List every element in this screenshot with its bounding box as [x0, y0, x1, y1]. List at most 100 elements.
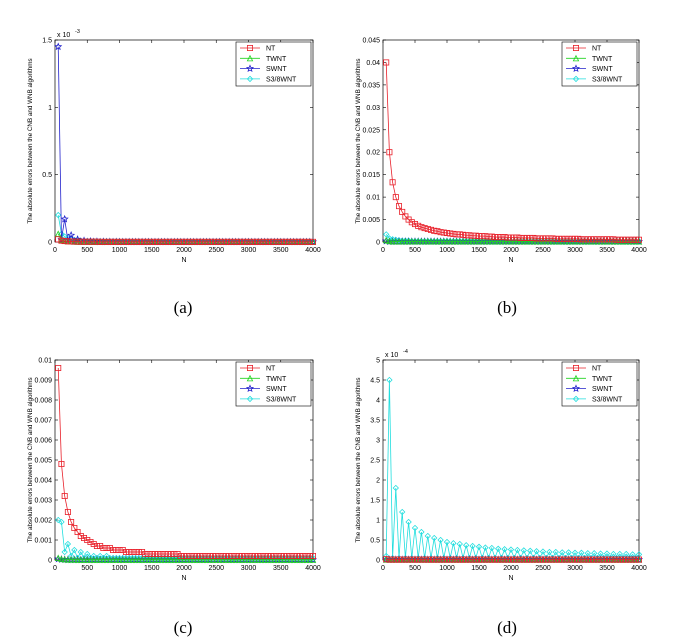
data-point [209, 556, 217, 563]
data-point [568, 235, 575, 242]
data-point [113, 556, 120, 563]
data-point [290, 238, 297, 245]
data-point [180, 238, 187, 245]
y-tick-label: 0.001 [34, 538, 52, 545]
data-point [309, 554, 317, 562]
data-point [245, 556, 252, 563]
data-point [485, 238, 492, 245]
data-point [216, 553, 223, 560]
data-point [386, 237, 393, 245]
data-point [629, 556, 636, 563]
data-point [613, 236, 620, 243]
data-point [453, 556, 460, 563]
data-point [103, 238, 110, 245]
data-point [604, 556, 611, 563]
data-point [475, 556, 482, 563]
data-point [190, 553, 197, 560]
data-point [139, 238, 146, 245]
data-point [565, 235, 572, 242]
data-point [200, 553, 207, 560]
data-point [148, 551, 155, 558]
data-point [161, 238, 168, 245]
data-point [504, 238, 512, 245]
data-point [530, 556, 537, 563]
data-point [498, 238, 505, 245]
data-point [119, 547, 126, 554]
data-point [418, 528, 425, 536]
data-point [482, 544, 489, 551]
data-point [581, 236, 588, 243]
legend-marker [246, 45, 253, 52]
data-point [300, 556, 307, 563]
data-point [475, 238, 483, 245]
data-point [443, 230, 450, 237]
data-point [604, 236, 611, 243]
data-point [418, 238, 425, 245]
data-point [177, 553, 184, 560]
data-point [64, 556, 72, 563]
legend-marker [573, 45, 580, 52]
data-point [591, 556, 598, 563]
data-point [421, 556, 428, 563]
data-point [219, 556, 226, 563]
y-tick-label: 0.045 [362, 38, 380, 45]
data-point [431, 227, 438, 234]
data-point [411, 238, 419, 245]
x-tick-label: 3000 [241, 247, 257, 254]
data-point [280, 556, 288, 563]
data-point [277, 556, 284, 563]
panel-d: 0 500 1000 1500 2000 2500 3000 3500 4000 0 0.5 1 1.5… [355, 349, 647, 582]
data-point [517, 556, 524, 563]
data-point [71, 546, 78, 554]
x-tick-label: 2500 [208, 247, 224, 254]
data-point [132, 238, 139, 245]
data-point [77, 533, 84, 540]
data-point [494, 238, 502, 245]
data-point [549, 235, 556, 242]
x-axis-label: N [181, 257, 186, 264]
data-point [588, 556, 595, 563]
data-point [261, 238, 268, 245]
x-tick-label: 2500 [535, 565, 551, 572]
data-point [80, 556, 88, 563]
data-point [116, 238, 123, 245]
data-point [158, 551, 165, 558]
data-point [225, 556, 233, 563]
data-point [90, 541, 97, 548]
x-tick-label: 3500 [273, 565, 289, 572]
data-point [126, 549, 133, 556]
data-point [450, 238, 457, 245]
y-tick-label: 0.005 [34, 458, 52, 465]
data-point [565, 556, 572, 563]
data-point [524, 556, 531, 563]
x-axis-label: N [508, 575, 513, 582]
data-point [459, 556, 466, 563]
data-point [158, 556, 165, 563]
data-point [443, 238, 451, 245]
data-point [520, 556, 527, 563]
data-point [306, 238, 313, 245]
data-point [258, 556, 265, 563]
data-point [264, 553, 271, 560]
data-point [411, 524, 419, 532]
data-point [184, 238, 191, 245]
y-tick-label: 0.006 [34, 438, 52, 445]
x-axis-label: N [508, 257, 513, 264]
data-point [271, 238, 278, 245]
caption-b: (b) [497, 298, 517, 317]
data-point [184, 553, 191, 560]
data-point [74, 554, 81, 562]
data-point [219, 238, 226, 245]
data-point [620, 556, 627, 563]
data-point [607, 556, 614, 563]
data-point [613, 556, 620, 563]
data-point [155, 551, 162, 558]
data-point [507, 556, 514, 563]
data-point [632, 236, 639, 243]
data-point [475, 543, 483, 550]
data-point [383, 556, 390, 563]
data-point [161, 556, 168, 563]
data-point [527, 547, 534, 554]
data-point [129, 556, 136, 563]
